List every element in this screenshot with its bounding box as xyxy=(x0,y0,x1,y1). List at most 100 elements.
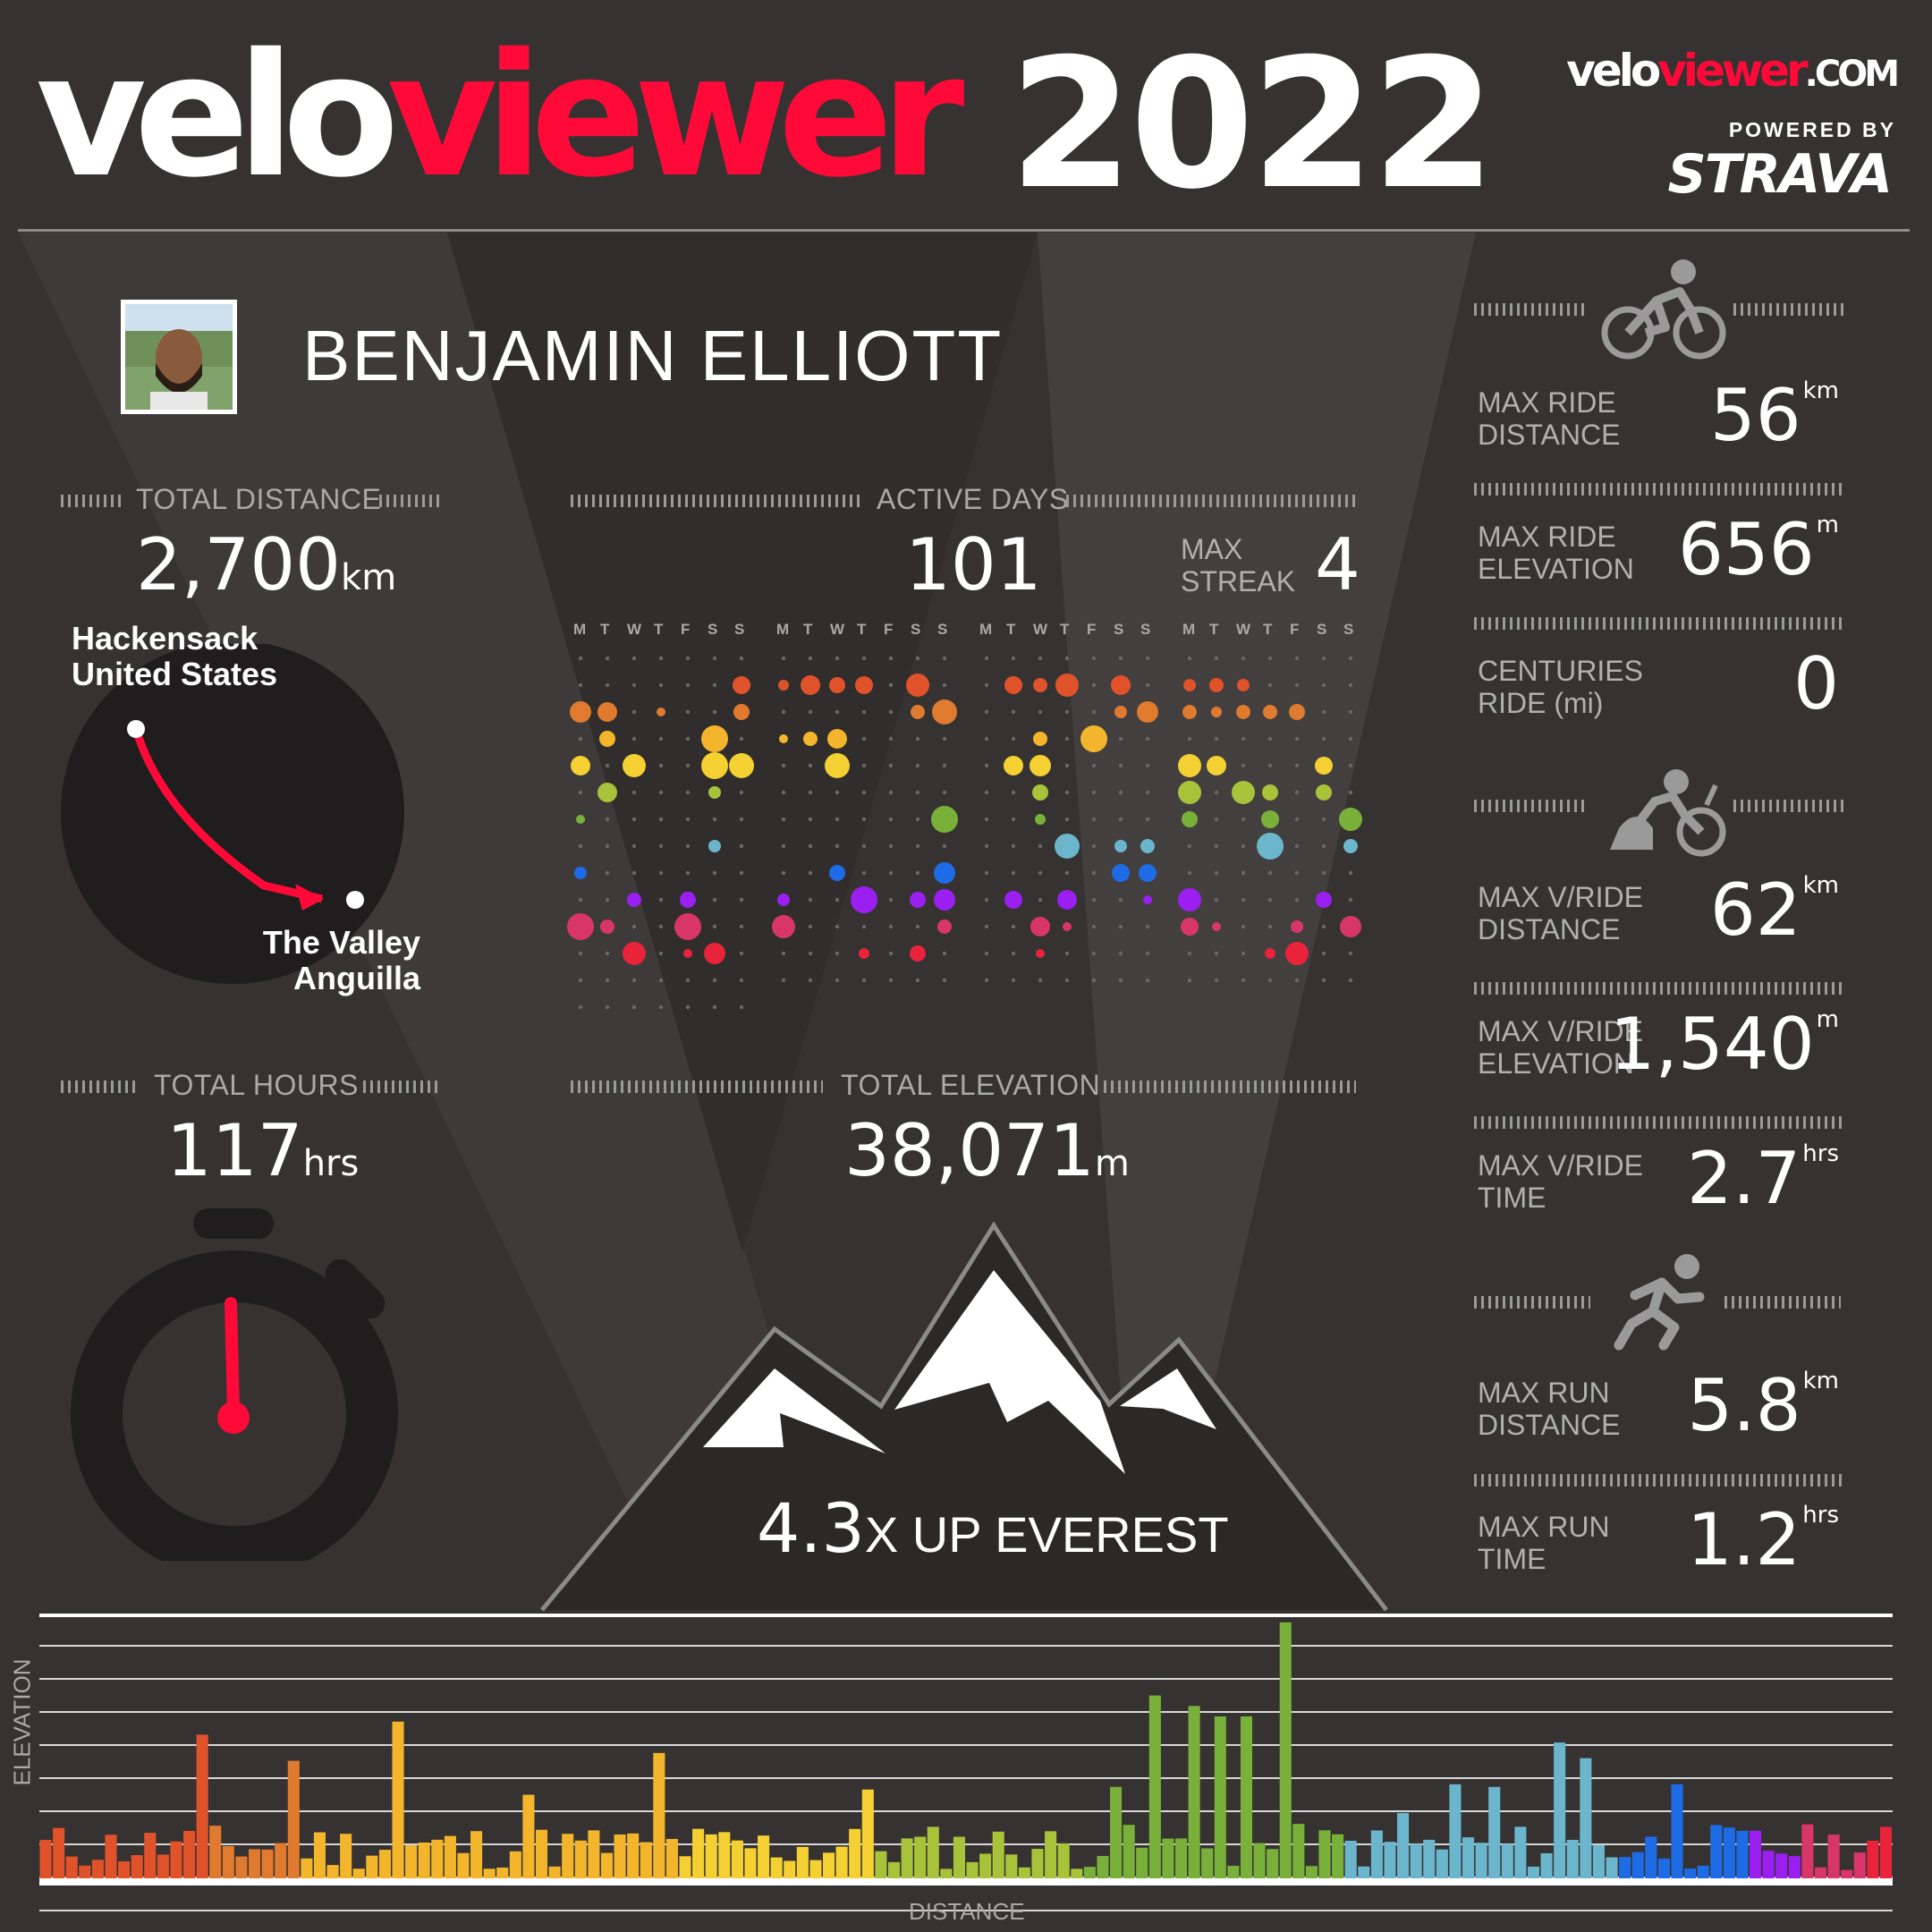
centuries-ride-value: 0 xyxy=(1793,642,1839,725)
calendar-day-dot xyxy=(1261,810,1279,828)
calendar-day-dot xyxy=(1343,839,1358,853)
calendar-day-dot xyxy=(600,919,614,934)
site-viewer-text: viewer xyxy=(1657,45,1808,97)
histogram-bar xyxy=(496,1867,509,1878)
calendar-day-dot xyxy=(1011,817,1016,822)
veloviewer-site-link[interactable]: veloviewer.com xyxy=(1566,45,1900,97)
histogram-bar xyxy=(131,1855,143,1878)
calendar-day-dot xyxy=(605,763,610,768)
calendar-day-dot xyxy=(1209,678,1224,692)
histogram-bar xyxy=(1410,1843,1422,1878)
calendar-day-dot xyxy=(578,682,583,688)
calendar-day-dot xyxy=(739,897,744,902)
histogram-bar xyxy=(1201,1848,1214,1878)
calendar-day-dot xyxy=(861,924,867,929)
calendar-day-dot xyxy=(1064,817,1070,822)
calendar-day-dot xyxy=(1091,897,1097,902)
calendar-day-dot xyxy=(1118,951,1123,956)
calendar-day-dot xyxy=(1257,833,1284,860)
max-vride-time-unit: hrs xyxy=(1802,1140,1839,1167)
histogram-bar xyxy=(1853,1852,1866,1878)
histogram-bar xyxy=(1214,1716,1226,1878)
histogram-bar xyxy=(261,1849,274,1878)
calendar-day-dot xyxy=(1241,736,1246,741)
histogram-bar xyxy=(1097,1855,1109,1878)
site-velo-text: velo xyxy=(1566,45,1661,97)
histogram-bar xyxy=(640,1842,652,1878)
calendar-day-dot xyxy=(733,676,750,694)
calendar-day-dot xyxy=(1348,709,1353,715)
dash-divider xyxy=(61,1080,138,1093)
calendar-day-dot xyxy=(1285,942,1309,965)
histogram-bar xyxy=(1462,1837,1475,1878)
histogram-bar xyxy=(1762,1851,1775,1878)
calendar-day-dot xyxy=(1241,924,1246,929)
calendar-day-dot xyxy=(1214,736,1219,741)
histogram-bar xyxy=(1566,1840,1579,1878)
max-run-distance-value: 5.8km xyxy=(1687,1364,1839,1447)
calendar-day-dot xyxy=(1182,811,1198,827)
calendar-day-dot xyxy=(685,843,691,849)
max-ride-distance-value: 56km xyxy=(1710,374,1839,457)
histogram-bar xyxy=(65,1856,78,1878)
histogram-bar xyxy=(1358,1866,1370,1878)
calendar-day-dot xyxy=(781,870,786,876)
calendar-day-dot xyxy=(888,924,894,929)
calendar-day-dot xyxy=(1064,736,1070,741)
weekday-letter: W xyxy=(1033,621,1048,638)
calendar-day-dot xyxy=(1321,951,1326,956)
calendar-day-dot xyxy=(729,753,754,778)
histogram-bar xyxy=(1501,1843,1513,1878)
calendar-day-dot xyxy=(658,682,664,688)
calendar-day-dot xyxy=(934,889,955,911)
histogram-bar xyxy=(1305,1866,1318,1878)
calendar-day-dot xyxy=(739,736,744,741)
histogram-bar xyxy=(914,1836,927,1878)
calendar-day-dot xyxy=(597,702,617,722)
weekday-letter: T xyxy=(1006,621,1016,638)
calendar-day-dot xyxy=(739,656,744,661)
histogram-bar xyxy=(1397,1813,1410,1878)
histogram-bar xyxy=(1148,1695,1161,1878)
calendar-day-dot xyxy=(1032,784,1048,801)
calendar-day-dot xyxy=(578,897,583,902)
calendar-day-dot xyxy=(1187,843,1192,849)
histogram-bar xyxy=(1188,1706,1200,1878)
dash-divider xyxy=(1724,1296,1841,1309)
calendar-day-dot xyxy=(861,843,867,849)
calendar-day-dot xyxy=(1316,784,1332,801)
total-hours-unit: hrs xyxy=(302,1143,360,1184)
calendar-day-dot xyxy=(888,790,894,795)
calendar-day-dot xyxy=(685,709,691,715)
calendar-day-dot xyxy=(712,1004,717,1010)
total-elevation-number: 38,071 xyxy=(844,1109,1095,1192)
calendar-day-dot xyxy=(1030,755,1051,776)
histogram-bar xyxy=(966,1861,979,1878)
calendar-day-dot xyxy=(1348,897,1353,902)
calendar-day-dot xyxy=(631,870,637,876)
calendar-day-dot xyxy=(888,682,894,688)
calendar-day-dot xyxy=(631,817,637,822)
max-vride-elevation-value: 1,540m xyxy=(1610,1003,1839,1086)
histogram-bar xyxy=(1449,1784,1462,1878)
calendar-day-dot xyxy=(712,870,717,876)
calendar-day-dot xyxy=(658,1004,664,1010)
max-vride-elevation-label: MAX V/RIDE ELEVATION xyxy=(1478,1015,1643,1080)
calendar-day-dot xyxy=(835,656,840,661)
calendar-day-dot xyxy=(888,870,894,876)
calendar-day-dot xyxy=(605,870,610,876)
histogram-y-label: ELEVATION xyxy=(8,1658,36,1786)
calendar-day-dot xyxy=(1348,978,1353,983)
calendar-day-dot xyxy=(888,951,894,956)
histogram-bar xyxy=(352,1868,365,1878)
calendar-day-dot xyxy=(861,790,867,795)
calendar-day-dot xyxy=(1091,656,1097,661)
dash-divider xyxy=(1474,1296,1590,1309)
calendar-day-dot xyxy=(1091,682,1097,688)
calendar-day-dot xyxy=(578,656,583,661)
calendar-day-dot xyxy=(1321,978,1326,983)
calendar-day-dot xyxy=(835,817,840,822)
calendar-day-dot xyxy=(1091,763,1097,768)
calendar-day-dot xyxy=(1035,814,1046,825)
calendar-day-dot xyxy=(1011,951,1016,956)
